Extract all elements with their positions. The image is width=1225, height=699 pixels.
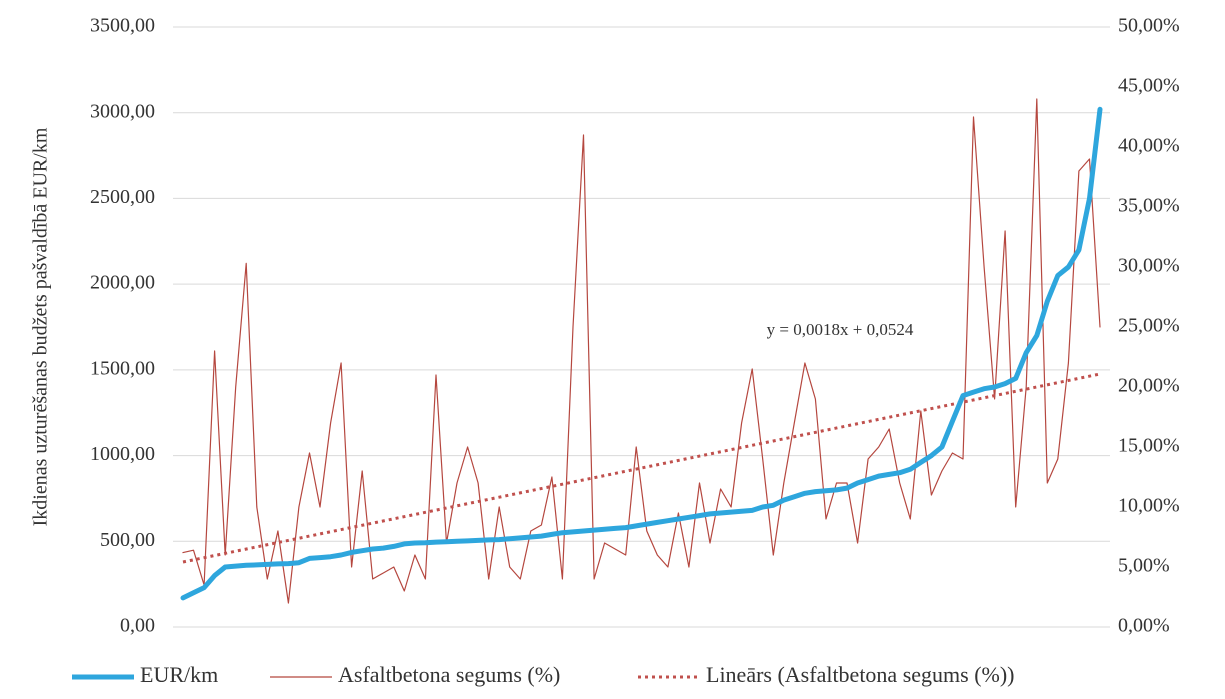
y2-tick-label: 0,00%	[1118, 615, 1170, 637]
y-tick-label: 3000,00	[90, 100, 155, 122]
y-tick-label: 2000,00	[90, 272, 155, 294]
y2-tick-label: 35,00%	[1118, 195, 1180, 217]
trend-equation: y = 0,0018x + 0,0524	[767, 320, 914, 339]
y-tick-label: 2500,00	[90, 186, 155, 208]
y2-tick-label: 45,00%	[1118, 75, 1180, 97]
y-tick-label: 0,00	[120, 615, 155, 637]
y2-tick-label: 25,00%	[1118, 315, 1180, 337]
series-line	[182, 98, 1101, 604]
y2-tick-label: 5,00%	[1118, 555, 1170, 577]
y-tick-label: 3500,00	[90, 15, 155, 37]
legend-label: Asfaltbetona segums (%)	[338, 662, 560, 687]
legend-label: Lineārs (Asfaltbetona segums (%))	[706, 662, 1015, 687]
legend-label: EUR/km	[140, 662, 218, 687]
y2-tick-label: 40,00%	[1118, 135, 1180, 157]
y-tick-label: 1500,00	[90, 357, 155, 379]
y-tick-label: 1000,00	[90, 443, 155, 465]
series-line	[180, 106, 1103, 601]
y2-tick-label: 10,00%	[1118, 495, 1180, 517]
y2-tick-label: 30,00%	[1118, 255, 1180, 277]
y2-tick-label: 20,00%	[1118, 375, 1180, 397]
y-axis-title: Ikdienas uzturēšanas budžets pašvaldībā …	[30, 127, 52, 526]
y2-tick-label: 50,00%	[1118, 15, 1180, 37]
series-line	[182, 372, 1101, 564]
y2-tick-label: 15,00%	[1118, 435, 1180, 457]
y-tick-label: 500,00	[100, 529, 155, 551]
